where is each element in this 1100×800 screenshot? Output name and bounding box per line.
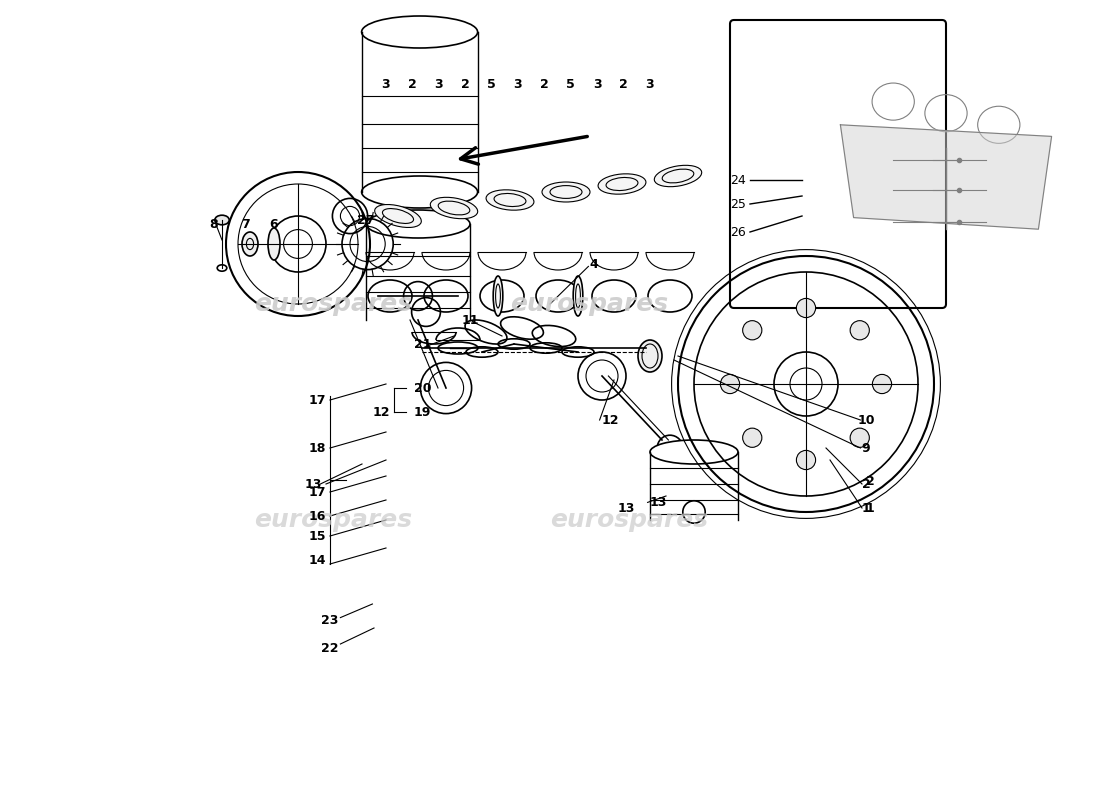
Text: eurospares: eurospares xyxy=(550,508,708,532)
Text: 7: 7 xyxy=(242,218,251,230)
Text: 3: 3 xyxy=(382,78,390,90)
Text: 3: 3 xyxy=(646,78,654,90)
Text: 17: 17 xyxy=(308,394,326,406)
Ellipse shape xyxy=(214,215,229,225)
Text: 24: 24 xyxy=(730,174,746,186)
Text: 13: 13 xyxy=(650,496,668,509)
Circle shape xyxy=(850,321,869,340)
Text: 11: 11 xyxy=(461,314,478,326)
Text: 18: 18 xyxy=(309,442,326,454)
Text: 1: 1 xyxy=(866,502,874,514)
Text: eurospares: eurospares xyxy=(510,292,668,316)
Circle shape xyxy=(872,374,892,394)
Ellipse shape xyxy=(493,276,503,316)
Circle shape xyxy=(742,428,762,447)
Ellipse shape xyxy=(654,166,702,186)
Ellipse shape xyxy=(375,205,421,227)
Text: 3: 3 xyxy=(593,78,602,90)
Text: 5: 5 xyxy=(566,78,575,90)
Circle shape xyxy=(720,374,739,394)
Ellipse shape xyxy=(242,232,258,256)
Text: 8: 8 xyxy=(210,218,218,230)
Ellipse shape xyxy=(542,182,590,202)
Text: eurospares: eurospares xyxy=(254,508,412,532)
Ellipse shape xyxy=(430,198,477,218)
Text: 2: 2 xyxy=(861,478,870,490)
Text: 20: 20 xyxy=(414,382,431,394)
Text: 3: 3 xyxy=(514,78,522,90)
Text: 26: 26 xyxy=(730,226,746,238)
Ellipse shape xyxy=(650,440,738,464)
Text: 10: 10 xyxy=(857,414,874,426)
Text: eurospares: eurospares xyxy=(254,292,412,316)
Text: 9: 9 xyxy=(861,442,870,454)
Circle shape xyxy=(850,428,869,447)
Text: 12: 12 xyxy=(602,414,619,426)
Text: 2: 2 xyxy=(866,475,874,488)
Text: 2: 2 xyxy=(540,78,549,90)
Text: 5: 5 xyxy=(487,78,496,90)
Text: 13: 13 xyxy=(305,478,322,490)
Text: 19: 19 xyxy=(414,406,431,418)
Text: 2: 2 xyxy=(408,78,417,90)
Ellipse shape xyxy=(598,174,646,194)
Ellipse shape xyxy=(486,190,534,210)
Text: 14: 14 xyxy=(308,554,326,566)
Text: 16: 16 xyxy=(309,510,326,522)
Text: 12: 12 xyxy=(373,406,390,418)
Text: 13: 13 xyxy=(617,502,635,514)
Text: 23: 23 xyxy=(321,614,339,626)
Text: 6: 6 xyxy=(270,218,278,230)
Text: 15: 15 xyxy=(308,530,326,542)
Circle shape xyxy=(742,321,762,340)
Ellipse shape xyxy=(268,228,280,260)
Text: 27: 27 xyxy=(358,214,375,226)
Text: 21: 21 xyxy=(414,338,431,350)
Ellipse shape xyxy=(362,16,477,48)
Ellipse shape xyxy=(638,340,662,372)
Circle shape xyxy=(796,298,815,318)
Ellipse shape xyxy=(573,276,583,316)
Circle shape xyxy=(796,450,815,470)
Text: 3: 3 xyxy=(434,78,443,90)
Polygon shape xyxy=(840,125,1052,230)
Text: 2: 2 xyxy=(461,78,470,90)
Ellipse shape xyxy=(362,176,477,208)
Text: 22: 22 xyxy=(321,642,339,654)
Text: 1: 1 xyxy=(861,502,870,514)
Text: 25: 25 xyxy=(730,198,746,210)
FancyBboxPatch shape xyxy=(730,20,946,308)
Ellipse shape xyxy=(366,210,470,238)
Text: 4: 4 xyxy=(590,258,598,270)
Text: 17: 17 xyxy=(308,486,326,498)
Text: 2: 2 xyxy=(619,78,628,90)
